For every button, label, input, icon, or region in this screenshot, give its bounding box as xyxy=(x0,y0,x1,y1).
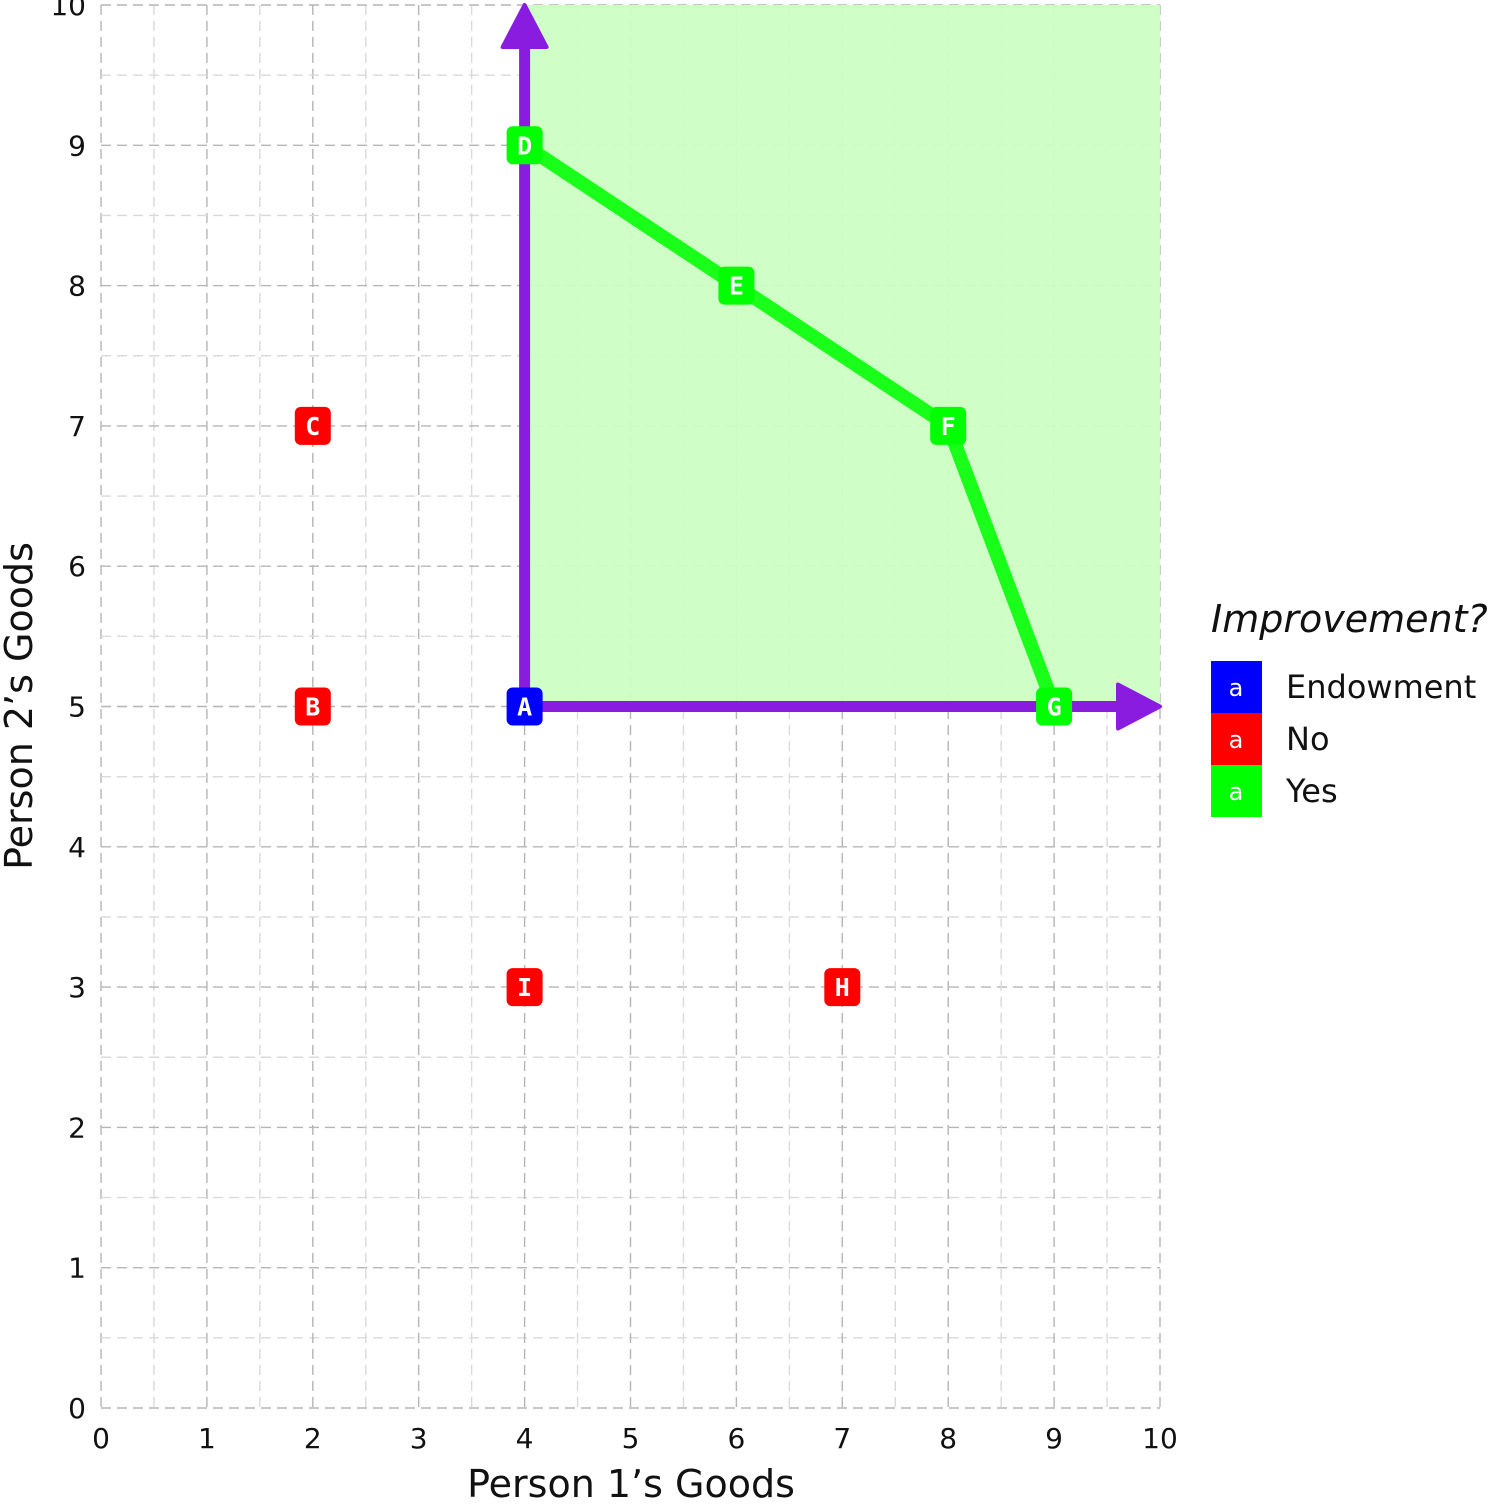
legend-title: Improvement? xyxy=(1211,597,1488,641)
point-label-H: H xyxy=(824,968,861,1007)
legend-key xyxy=(1211,713,1262,765)
point-text: D xyxy=(517,131,532,160)
frontier-line xyxy=(517,138,1062,714)
point-label-F: F xyxy=(930,406,967,445)
legend: Improvement? a Endowment a No a Yes xyxy=(1211,597,1488,817)
frontier-polyline xyxy=(517,138,1062,714)
y-tick-label: 10 xyxy=(50,0,86,22)
x-tick-label: 2 xyxy=(304,1422,322,1455)
point-label-G: G xyxy=(1036,687,1073,726)
point-text: F xyxy=(941,412,956,441)
y-tick-label: 1 xyxy=(68,1252,86,1285)
point-text: H xyxy=(835,973,850,1002)
legend-label: Yes xyxy=(1285,772,1338,810)
point-text: G xyxy=(1047,693,1062,722)
arrow-head xyxy=(500,3,549,49)
y-axis-title: Person 2’s Goods xyxy=(0,542,41,870)
point-marker xyxy=(506,968,543,1007)
legend-key xyxy=(1211,661,1262,713)
point-label-D: D xyxy=(506,126,543,165)
legend-item: a Yes xyxy=(1211,765,1338,817)
point-label-I: I xyxy=(506,968,543,1007)
point-marker xyxy=(506,126,543,165)
x-tick-label: 0 xyxy=(92,1422,110,1455)
point-label-E: E xyxy=(718,266,755,305)
x-tick-label: 6 xyxy=(727,1422,745,1455)
legend-key xyxy=(1211,765,1262,817)
point-marker xyxy=(294,687,331,726)
legend-key-glyph: a xyxy=(1229,778,1244,806)
x-tick-label: 4 xyxy=(516,1422,534,1455)
y-tick-label: 6 xyxy=(68,550,86,583)
y-tick-label: 0 xyxy=(68,1392,86,1425)
y-axis-ticks: 0 1 2 3 4 5 6 7 8 9 10 xyxy=(50,0,86,1425)
x-tick-label: 9 xyxy=(1045,1422,1063,1455)
point-marker xyxy=(930,406,967,445)
legend-item: a No xyxy=(1211,713,1330,765)
x-tick-label: 8 xyxy=(939,1422,957,1455)
point-text: I xyxy=(517,973,532,1002)
x-tick-label: 5 xyxy=(622,1422,640,1455)
point-label-B: B xyxy=(294,687,331,726)
y-tick-label: 8 xyxy=(68,270,86,303)
point-text: C xyxy=(305,412,320,441)
x-axis-ticks: 0 1 2 3 4 5 6 7 8 9 10 xyxy=(92,1422,1178,1455)
y-tick-label: 4 xyxy=(68,831,86,864)
y-tick-label: 3 xyxy=(68,971,86,1004)
legend-key-glyph: a xyxy=(1229,726,1244,754)
point-marker xyxy=(506,687,543,726)
point-text: E xyxy=(729,272,744,301)
point-marker xyxy=(294,406,331,445)
point-label-A: A xyxy=(506,687,543,726)
point-text: A xyxy=(517,693,532,722)
x-tick-label: 7 xyxy=(833,1422,851,1455)
x-tick-label: 3 xyxy=(410,1422,428,1455)
legend-key-glyph: a xyxy=(1229,674,1244,702)
y-tick-label: 5 xyxy=(68,691,86,724)
point-marker xyxy=(824,968,861,1007)
arrow-head xyxy=(1116,682,1162,731)
legend-items: a Endowment a No a Yes xyxy=(1211,661,1476,817)
y-tick-label: 7 xyxy=(68,410,86,443)
x-tick-label: 1 xyxy=(198,1422,216,1455)
x-axis-title: Person 1’s Goods xyxy=(467,1462,795,1506)
legend-item: a Endowment xyxy=(1211,661,1476,713)
legend-label: No xyxy=(1286,720,1330,758)
points: A B C D E F G H I xyxy=(294,126,1073,1007)
legend-label: Endowment xyxy=(1286,668,1476,706)
y-tick-label: 9 xyxy=(68,129,86,162)
y-tick-label: 2 xyxy=(68,1111,86,1144)
point-label-C: C xyxy=(294,406,331,445)
point-marker xyxy=(718,266,755,305)
x-tick-label: 10 xyxy=(1142,1422,1178,1455)
point-text: B xyxy=(305,693,320,722)
point-marker xyxy=(1036,687,1073,726)
